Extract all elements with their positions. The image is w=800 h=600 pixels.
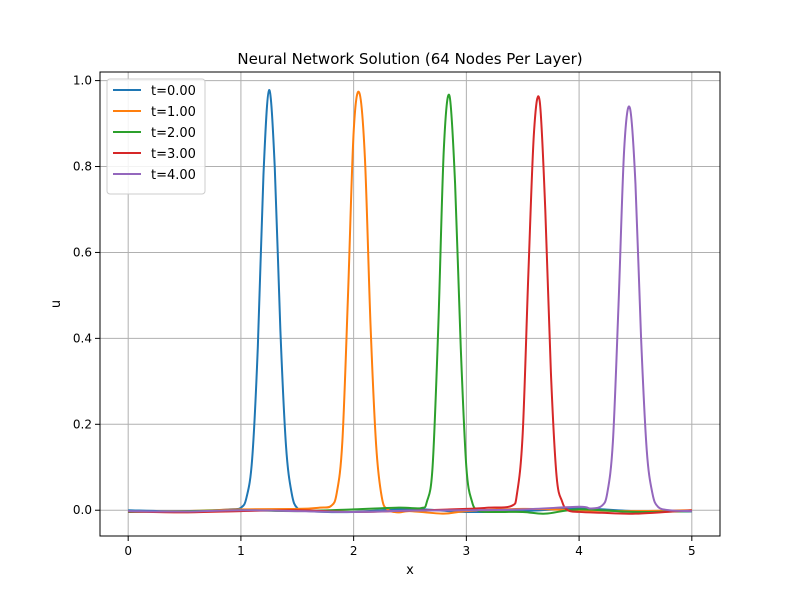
y-axis-label: u xyxy=(49,300,64,308)
y-tick-label: 0.0 xyxy=(73,503,92,517)
x-tick-label: 4 xyxy=(575,544,583,558)
y-tick-label: 1.0 xyxy=(73,74,92,88)
y-tick-label: 0.2 xyxy=(73,417,92,431)
chart-title: Neural Network Solution (64 Nodes Per La… xyxy=(237,50,582,68)
y-tick-label: 0.4 xyxy=(73,331,92,345)
legend: t=0.00 t=1.00 t=2.00 t=3.00 t=4.00 xyxy=(106,78,206,195)
axis-ticks: 0 1 2 3 4 5 0.0 0.2 0.4 0.6 0.8 1.0 xyxy=(73,74,696,558)
series-line-4 xyxy=(128,105,692,513)
y-tick-label: 0.8 xyxy=(73,160,92,174)
series-line-0 xyxy=(128,89,692,514)
series-line-1 xyxy=(128,90,692,515)
legend-label: t=1.00 xyxy=(151,105,196,120)
x-tick-label: 2 xyxy=(350,544,358,558)
x-axis-label: x xyxy=(406,563,414,578)
legend-label: t=0.00 xyxy=(151,84,196,99)
x-tick-label: 3 xyxy=(463,544,471,558)
x-tick-label: 0 xyxy=(124,544,132,558)
series-line-2 xyxy=(128,93,692,515)
x-tick-label: 1 xyxy=(237,544,245,558)
y-tick-label: 0.6 xyxy=(73,245,92,259)
legend-label: t=4.00 xyxy=(151,168,196,183)
legend-label: t=3.00 xyxy=(151,147,196,162)
series-layer xyxy=(128,89,692,515)
legend-label: t=2.00 xyxy=(151,126,196,141)
legend-box xyxy=(106,78,206,195)
x-tick-label: 5 xyxy=(688,544,696,558)
axes-frame xyxy=(99,71,721,537)
